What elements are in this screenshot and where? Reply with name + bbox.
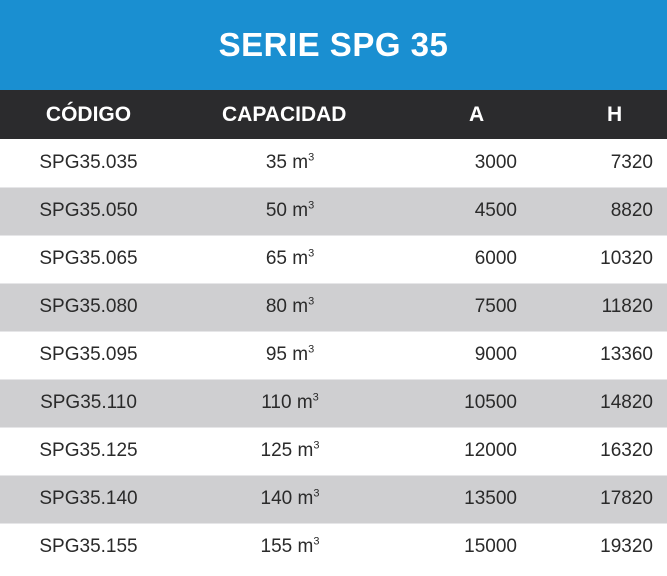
cell-code: SPG35.065 — [39, 248, 138, 269]
capacity-value: 155 — [260, 536, 293, 558]
cell-h: 13360 — [600, 344, 653, 365]
cell-a: 12000 — [464, 440, 517, 461]
table-row: SPG35.080 80 m3 7500 11820 — [0, 283, 667, 331]
capacity-unit-exponent: 3 — [308, 295, 315, 308]
table-row: SPG35.110 110 m3 10500 14820 — [0, 379, 667, 427]
capacity-value: 95 — [265, 344, 287, 365]
spec-table: CÓDIGO CAPACIDAD A H SPG35.035 35 m3 3000 7… — [0, 90, 667, 571]
capacity-unit-exponent: 3 — [308, 247, 315, 260]
cell-capacity: 95 m3 — [177, 331, 403, 379]
capacity-unit: m — [292, 344, 309, 365]
capacity-unit-exponent: 3 — [308, 151, 315, 164]
cell-a: 3000 — [474, 151, 517, 173]
cell-h: 17820 — [600, 488, 653, 509]
table-row: SPG35.095 95 m3 9000 13360 — [0, 331, 667, 379]
table-title: SERIE SPG 35 — [0, 0, 667, 90]
table-row: SPG35.125 125 m3 12000 16320 — [0, 427, 667, 475]
cell-a: 15000 — [464, 536, 517, 558]
cell-h: 14820 — [600, 392, 653, 413]
cell-capacity: 65 m3 — [177, 235, 403, 283]
capacity-unit: m — [292, 248, 309, 269]
cell-code: SPG35.095 — [39, 344, 138, 365]
cell-capacity: 125 m3 — [177, 427, 403, 475]
capacity-unit: m — [296, 392, 313, 413]
capacity-unit: m — [292, 296, 309, 317]
capacity-value: 65 — [265, 248, 287, 269]
cell-code: SPG35.140 — [39, 488, 138, 509]
cell-code: SPG35.035 — [39, 151, 138, 173]
capacity-value: 80 — [265, 296, 287, 317]
capacity-unit: m — [297, 488, 314, 509]
capacity-unit-exponent: 3 — [313, 439, 320, 452]
table-row: SPG35.140 140 m3 13500 17820 — [0, 475, 667, 523]
capacity-unit: m — [292, 200, 309, 221]
cell-h: 19320 — [600, 536, 653, 558]
capacity-value: 140 — [260, 488, 293, 509]
cell-capacity: 50 m3 — [177, 187, 403, 235]
cell-a: 13500 — [464, 488, 517, 509]
cell-h: 8820 — [610, 200, 653, 221]
capacity-unit: m — [297, 536, 314, 558]
cell-code: SPG35.125 — [39, 440, 138, 461]
cell-a: 7500 — [474, 296, 517, 317]
cell-h: 11820 — [601, 296, 653, 317]
capacity-unit-exponent: 3 — [308, 199, 315, 212]
table-row: SPG35.035 35 m3 3000 7320 — [0, 139, 667, 187]
cell-a: 10500 — [464, 392, 517, 413]
cell-capacity: 80 m3 — [177, 283, 403, 331]
cell-a: 4500 — [474, 200, 517, 221]
cell-code: SPG35.155 — [39, 536, 138, 558]
capacity-unit: m — [297, 440, 314, 461]
cell-a: 9000 — [474, 344, 517, 365]
table-row: SPG35.065 65 m3 6000 10320 — [0, 235, 667, 283]
capacity-value: 35 — [265, 151, 287, 173]
capacity-unit-exponent: 3 — [313, 487, 320, 500]
header-a: A — [469, 102, 485, 126]
cell-h: 10320 — [600, 248, 653, 269]
cell-capacity: 155 m3 — [177, 523, 403, 571]
capacity-unit-exponent: 3 — [313, 535, 320, 548]
cell-code: SPG35.110 — [40, 392, 137, 413]
cell-h: 7320 — [610, 151, 653, 173]
capacity-value: 110 — [261, 392, 292, 413]
cell-a: 6000 — [474, 248, 517, 269]
header-capacity: CAPACIDAD — [222, 102, 347, 126]
table-row: SPG35.050 50 m3 4500 8820 — [0, 187, 667, 235]
capacity-unit-exponent: 3 — [312, 391, 319, 404]
cell-capacity: 110 m3 — [177, 379, 403, 427]
cell-h: 16320 — [600, 440, 653, 461]
capacity-value: 125 — [260, 440, 293, 461]
cell-capacity: 140 m3 — [177, 475, 403, 523]
header-row: CÓDIGO CAPACIDAD A H — [0, 90, 667, 139]
table-row: SPG35.155 155 m3 15000 19320 — [0, 523, 667, 571]
cell-capacity: 35 m3 — [177, 139, 403, 187]
capacity-unit-exponent: 3 — [308, 343, 315, 356]
cell-code: SPG35.050 — [39, 200, 138, 221]
header-h: H — [607, 102, 623, 126]
capacity-value: 50 — [265, 200, 287, 221]
header-code: CÓDIGO — [45, 102, 132, 126]
capacity-unit: m — [292, 151, 309, 173]
cell-code: SPG35.080 — [39, 296, 138, 317]
